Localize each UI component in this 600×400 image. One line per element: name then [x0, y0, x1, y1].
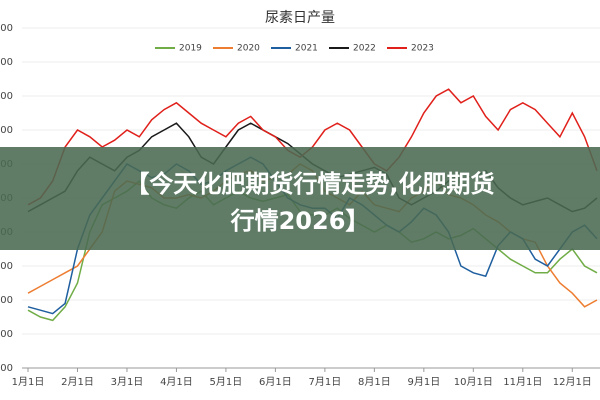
x-tick-label: 8月1日	[358, 376, 391, 388]
x-tick-label: 9月1日	[407, 376, 440, 388]
x-tick-label: 6月1日	[259, 376, 292, 388]
y-tick-label: 200000	[0, 23, 13, 34]
y-tick-label: 190000	[0, 57, 13, 68]
y-tick-label: 120000	[0, 295, 13, 306]
overlay-text: 【今天化肥期货行情走势,化肥期货	[125, 170, 494, 198]
legend-label: 2022	[353, 44, 376, 54]
y-tick-label: 180000	[0, 91, 13, 102]
legend-label: 2019	[179, 44, 202, 54]
legend-label: 2021	[295, 44, 318, 54]
x-tick-label: 1月1日	[12, 376, 45, 388]
overlay-band	[0, 147, 600, 250]
x-tick-label: 12月1日	[553, 376, 592, 388]
x-tick-label: 11月1日	[503, 376, 542, 388]
y-tick-label: 100000	[0, 363, 13, 374]
chart-title: 尿素日产量	[265, 10, 335, 26]
overlay-text: 行情2026】	[230, 207, 370, 235]
x-tick-label: 4月1日	[160, 376, 193, 388]
legend-label: 2020	[237, 44, 260, 54]
x-tick-label: 2月1日	[61, 376, 94, 388]
y-tick-label: 110000	[0, 329, 13, 340]
x-tick-label: 3月1日	[111, 376, 144, 388]
legend-label: 2023	[411, 44, 434, 54]
y-tick-label: 170000	[0, 125, 13, 136]
x-tick-label: 10月1日	[454, 376, 493, 388]
x-tick-label: 5月1日	[210, 376, 243, 388]
y-tick-label: 130000	[0, 261, 13, 272]
x-tick-label: 7月1日	[309, 376, 342, 388]
